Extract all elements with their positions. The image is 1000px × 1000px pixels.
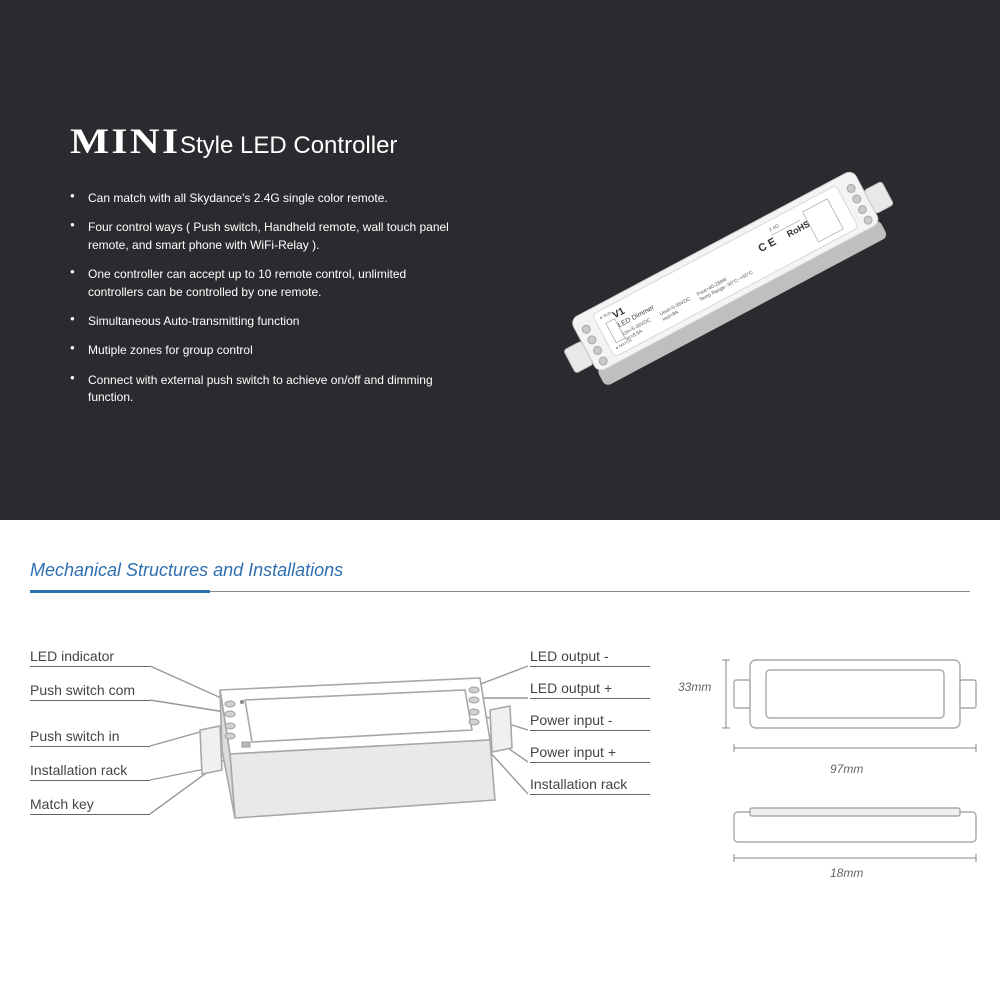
divider — [30, 591, 970, 592]
product-image: V1 LED Dimmer Uin=5-36VDC Iin=8.5A Uout=… — [520, 120, 940, 440]
list-item: Simultaneous Auto-transmitting function — [70, 313, 450, 330]
list-item: Mutiple zones for group control — [70, 342, 450, 359]
list-item: Can match with all Skydance's 2.4G singl… — [70, 190, 450, 207]
mech-title: Mechanical Structures and Installations — [30, 560, 970, 581]
top-view-drawing — [720, 640, 990, 760]
title-mini: MINI — [70, 120, 180, 162]
device-line-drawing — [50, 630, 690, 930]
feature-list: Can match with all Skydance's 2.4G singl… — [70, 190, 450, 407]
diagram-area: LED indicator Push switch com Push switc… — [30, 600, 970, 980]
dim-height: 33mm — [678, 680, 711, 694]
title-subtitle: Style LED Controller — [180, 132, 397, 160]
dim-depth: 18mm — [830, 866, 863, 880]
hero-section: MINI Style LED Controller Can match with… — [0, 0, 1000, 520]
list-item: Four control ways ( Push switch, Handhel… — [70, 219, 450, 254]
mechanical-section: Mechanical Structures and Installations … — [0, 520, 1000, 980]
list-item: Connect with external push switch to ach… — [70, 372, 450, 407]
list-item: One controller can accept up to 10 remot… — [70, 266, 450, 301]
dim-width: 97mm — [830, 762, 863, 776]
